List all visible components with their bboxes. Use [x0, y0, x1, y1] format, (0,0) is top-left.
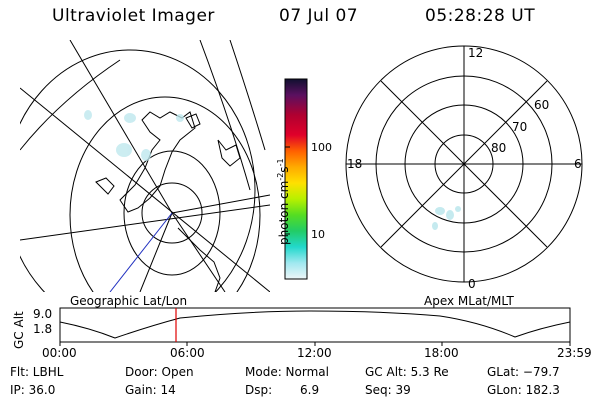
- status-door: Door: Open: [125, 365, 194, 379]
- status-gc-alt: GC Alt: 5.3 Re: [365, 365, 449, 379]
- instrument-title: Ultraviolet Imager: [52, 6, 215, 26]
- status-dsp-label: Dsp:: [245, 383, 273, 397]
- time-tick-1800: 18:00: [424, 346, 459, 360]
- color-scale-bar: [284, 78, 308, 280]
- status-flt: Flt: LBHL: [10, 365, 64, 379]
- polar-label-top: 12: [468, 46, 484, 60]
- time-tick-1200: 12:00: [297, 346, 332, 360]
- status-seq: Seq: 39: [365, 383, 411, 397]
- altitude-max: 9.0: [33, 307, 53, 321]
- polar-label-left: 18: [347, 157, 363, 171]
- status-dsp-value: 6.9: [300, 383, 320, 397]
- status-gain: Gain: 14: [125, 383, 176, 397]
- colorbar-tick-10: 10: [311, 228, 325, 241]
- polar-ring-80: 80: [491, 141, 507, 155]
- time-tick-2359: 23:59: [557, 346, 592, 360]
- polar-ring-60: 60: [534, 98, 550, 112]
- polar-projection-label: Apex MLat/MLT: [424, 294, 514, 308]
- status-glon: GLon: 182.3: [487, 383, 560, 397]
- date-label: 07 Jul 07: [279, 6, 359, 26]
- colorbar-tick-100: 100: [311, 141, 332, 154]
- time-tick-0600: 06:00: [170, 346, 205, 360]
- polar-label-right: 6: [574, 157, 582, 171]
- status-glat: GLat: −79.7: [487, 365, 560, 379]
- map-projection-label: Geographic Lat/Lon: [70, 294, 188, 308]
- status-mode: Mode: Normal: [245, 365, 329, 379]
- time-label: 05:28:28 UT: [425, 6, 536, 26]
- status-ip: IP: 36.0: [10, 383, 56, 397]
- altitude-axis-label: GC Alt: [12, 311, 26, 349]
- altitude-min: 1.8: [33, 322, 53, 336]
- time-tick-0000: 00:00: [42, 346, 77, 360]
- polar-label-bottom: 0: [468, 277, 476, 291]
- polar-ring-70: 70: [512, 120, 528, 134]
